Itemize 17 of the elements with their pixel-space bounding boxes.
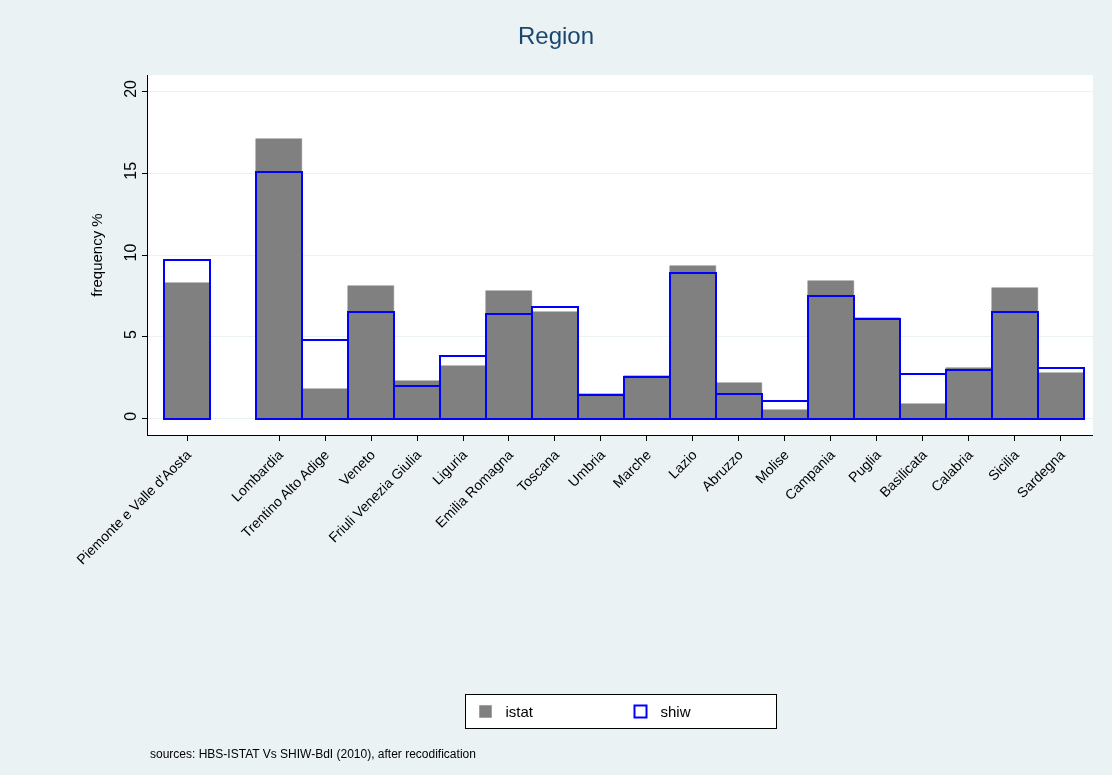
- legend-label: shiw: [660, 703, 691, 721]
- bar: [991, 287, 1038, 419]
- bar: [163, 259, 211, 420]
- bar: [301, 388, 348, 419]
- bar: [439, 365, 486, 419]
- bar: [347, 285, 394, 419]
- legend-label: istat: [505, 703, 534, 721]
- y-tick-label: 15: [121, 161, 139, 180]
- y-axis-title: frequency %: [87, 213, 105, 297]
- y-tick-label: 0: [121, 411, 139, 421]
- source-note: sources: HBS-ISTAT Vs SHIW-BdI (2010), after recodification: [150, 747, 476, 761]
- y-tick-label: 10: [121, 243, 139, 262]
- chart-title: Region: [517, 21, 595, 49]
- bar: [163, 282, 210, 419]
- y-tick-label: 5: [121, 329, 139, 339]
- bar: [485, 290, 532, 419]
- y-tick-label: 20: [121, 79, 139, 98]
